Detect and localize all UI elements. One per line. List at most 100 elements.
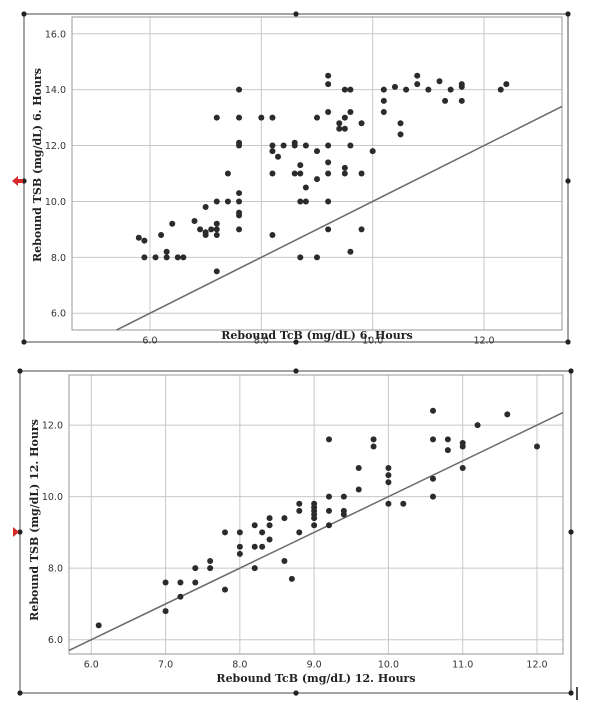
data-point bbox=[222, 586, 228, 593]
data-point bbox=[266, 536, 273, 543]
data-point bbox=[341, 170, 348, 177]
data-point bbox=[213, 114, 220, 121]
data-point bbox=[391, 83, 398, 90]
data-point bbox=[358, 170, 365, 177]
resize-handle[interactable] bbox=[568, 690, 574, 696]
x-tick-label: 10.0 bbox=[378, 659, 399, 670]
data-point bbox=[326, 522, 332, 529]
data-point bbox=[236, 209, 243, 216]
resize-handle[interactable] bbox=[293, 11, 299, 17]
panel-2: 6.0 7.0 8.0 9.0 10.0 11.0 12.0 6.0 8.0 10.0 12.0 R… bbox=[13, 368, 578, 700]
x-axis-label: Rebound TcB (mg/dL) 12. Hours bbox=[216, 672, 415, 685]
resize-handle[interactable] bbox=[293, 690, 299, 696]
resize-handle[interactable] bbox=[17, 690, 23, 696]
data-point bbox=[288, 575, 295, 582]
data-point bbox=[236, 550, 243, 557]
data-point bbox=[458, 97, 465, 104]
data-point bbox=[347, 109, 354, 116]
data-point bbox=[385, 479, 392, 486]
resize-handle[interactable] bbox=[293, 368, 299, 374]
data-point bbox=[534, 443, 540, 450]
y-tick-label: 6.0 bbox=[51, 309, 66, 320]
resize-handle[interactable] bbox=[568, 529, 574, 535]
data-point bbox=[430, 436, 436, 443]
data-point bbox=[370, 443, 377, 450]
data-point bbox=[355, 465, 362, 471]
data-point bbox=[296, 507, 303, 514]
x-tick-label: 9.0 bbox=[307, 659, 322, 670]
y-tick-label: 8.0 bbox=[48, 564, 63, 575]
data-point bbox=[251, 543, 258, 550]
data-point bbox=[447, 86, 454, 93]
data-point bbox=[430, 407, 436, 414]
resize-handle[interactable] bbox=[21, 11, 27, 17]
data-point bbox=[236, 190, 243, 197]
resize-handle[interactable] bbox=[293, 339, 299, 345]
resize-handle[interactable] bbox=[565, 339, 571, 345]
data-point bbox=[266, 515, 273, 522]
x-tick-label: 6.0 bbox=[84, 659, 99, 670]
data-point bbox=[291, 139, 298, 146]
selection-frame-2[interactable] bbox=[19, 370, 572, 694]
x-tick-label: 12.0 bbox=[526, 659, 547, 670]
data-point bbox=[340, 511, 347, 518]
data-point bbox=[385, 500, 392, 507]
data-point bbox=[341, 114, 348, 121]
x-axis-label: Rebound TcB (mg/dL) 6. Hours bbox=[221, 329, 412, 342]
data-point bbox=[275, 153, 282, 160]
data-point bbox=[380, 86, 387, 93]
data-point bbox=[174, 254, 181, 261]
resize-handle[interactable] bbox=[21, 339, 27, 345]
frame-handles-2[interactable] bbox=[17, 368, 574, 696]
data-point bbox=[192, 579, 199, 586]
data-point bbox=[326, 507, 332, 514]
data-point bbox=[269, 114, 276, 121]
data-point bbox=[325, 109, 332, 116]
y-tick-label: 10.0 bbox=[42, 492, 63, 503]
resize-handle[interactable] bbox=[565, 178, 571, 184]
plot-1-area bbox=[71, 16, 563, 331]
data-point bbox=[380, 97, 387, 104]
resize-handle[interactable] bbox=[17, 529, 23, 535]
data-point bbox=[236, 86, 243, 93]
data-point bbox=[236, 114, 243, 121]
data-point bbox=[269, 231, 276, 238]
data-point bbox=[224, 170, 231, 177]
data-point bbox=[297, 198, 304, 205]
data-point bbox=[340, 493, 347, 500]
identity-line bbox=[68, 411, 564, 652]
data-point bbox=[158, 231, 165, 238]
data-point bbox=[236, 529, 243, 536]
data-point bbox=[259, 529, 266, 536]
data-point bbox=[281, 515, 288, 522]
resize-handle[interactable] bbox=[17, 368, 23, 374]
data-point bbox=[197, 226, 204, 233]
y-tick-label: 10.0 bbox=[45, 197, 66, 208]
data-point bbox=[414, 81, 421, 88]
data-point bbox=[251, 565, 258, 572]
data-point bbox=[202, 204, 209, 211]
frame-handles-1[interactable] bbox=[21, 11, 571, 345]
panel-1: 6.0 8.0 10.0 12.0 6.0 8.0 10.0 12.0 14.0 16.0 Reb… bbox=[12, 11, 571, 346]
data-point bbox=[296, 529, 303, 536]
data-point bbox=[296, 500, 303, 507]
data-point bbox=[208, 226, 215, 233]
data-point bbox=[163, 248, 170, 255]
y-tick-label: 8.0 bbox=[51, 253, 66, 264]
resize-handle[interactable] bbox=[568, 368, 574, 374]
data-point bbox=[504, 411, 511, 418]
data-point bbox=[397, 131, 404, 138]
data-point bbox=[207, 565, 214, 572]
plot-2-area bbox=[68, 374, 564, 655]
data-point bbox=[385, 465, 392, 471]
data-point bbox=[222, 529, 228, 536]
selection-frame-1[interactable] bbox=[23, 13, 569, 343]
data-point bbox=[152, 254, 159, 261]
data-point bbox=[141, 237, 148, 244]
data-point bbox=[251, 522, 258, 529]
identity-line bbox=[116, 105, 563, 331]
resize-handle[interactable] bbox=[565, 11, 571, 17]
data-point bbox=[177, 579, 184, 586]
data-point bbox=[213, 231, 220, 238]
